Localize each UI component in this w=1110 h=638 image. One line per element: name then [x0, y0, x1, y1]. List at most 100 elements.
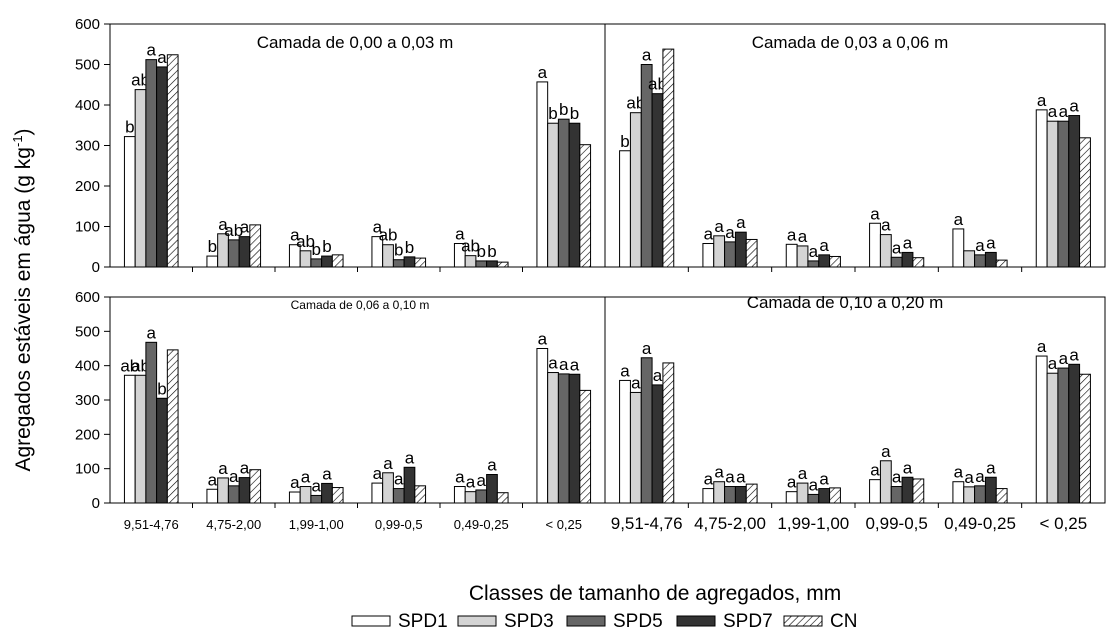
y-tick-label: 500: [75, 323, 100, 340]
bar-spd3-4: [879, 460, 892, 504]
y-tick-label: 0: [92, 495, 100, 512]
bar-spd3-4: [382, 244, 394, 268]
bar-spd1-1: [123, 374, 136, 504]
significance-letter: a: [1069, 97, 1079, 116]
bar-spd1-6: [536, 348, 549, 504]
bar-spd7-4: [403, 466, 416, 504]
bar-spd3-3: [299, 250, 312, 268]
bar-cn-5: [995, 488, 1008, 504]
significance-letter: b: [322, 237, 331, 256]
significance-letter: ab: [131, 356, 150, 375]
bar-cn-5: [496, 261, 509, 268]
legend-swatch-spd3: [457, 615, 497, 627]
panel-frame: [604, 296, 1106, 504]
significance-letter: a: [964, 468, 974, 487]
panel-1: Camada de 0,00 a 0,03 m 0 100 200 300 400 500 6…: [75, 16, 606, 276]
significance-letter: b: [548, 104, 557, 123]
significance-letter: a: [798, 464, 808, 483]
bar-spd5-2: [724, 241, 736, 268]
bar-spd3-3: [299, 486, 312, 504]
significance-letter: a: [1059, 102, 1069, 121]
bar-spd5-3: [310, 258, 323, 268]
significance-letter: a: [819, 236, 829, 255]
bar-spd5-6: [1057, 120, 1070, 268]
bar-spd7-6: [568, 122, 581, 268]
bar-spd5-1: [640, 64, 653, 268]
bar-spd7-3: [818, 254, 831, 268]
significance-letter: a: [975, 467, 985, 486]
bar-spd1-3: [288, 491, 301, 504]
y-tick-label: 400: [75, 97, 100, 114]
significance-letter: a: [975, 236, 985, 255]
significance-letter: a: [394, 470, 404, 489]
bar-spd5-2: [724, 486, 736, 504]
significance-letter: a: [322, 464, 332, 483]
significance-letter: ab: [131, 71, 150, 90]
bar-spd1-1: [619, 379, 631, 504]
bar-spd3-5: [464, 255, 477, 268]
bar-spd5-1: [145, 59, 158, 268]
bar-spd7-6: [1068, 115, 1081, 268]
bar-spd7-5: [984, 476, 997, 504]
bar-spd3-1: [629, 391, 642, 504]
bar-spd1-5: [453, 486, 466, 504]
y-tick-label: 100: [75, 461, 100, 478]
bar-spd3-1: [629, 112, 642, 268]
significance-letter: b: [559, 100, 568, 119]
x-tick-label: 0,99-0,5: [375, 517, 423, 532]
significance-letter: a: [631, 373, 641, 392]
significance-letter: a: [809, 475, 819, 494]
bar-spd7-1: [156, 397, 168, 504]
bar-spd5-6: [557, 373, 570, 504]
panel-title: Camada de 0,03 a 0,06 m: [752, 33, 949, 52]
bar-spd1-4: [371, 482, 384, 504]
significance-letter: a: [903, 233, 913, 252]
bar-cn-1: [166, 54, 179, 268]
bar-spd1-6: [536, 81, 549, 268]
y-axis-label: Agregados estáveis em água (g kg-1): [10, 128, 35, 471]
x-tick-label: 1,99-1,00: [777, 514, 849, 533]
bar-spd1-4: [869, 222, 881, 268]
bar-spd3-6: [1046, 372, 1059, 504]
bar-spd5-5: [475, 489, 488, 504]
bar-spd7-5: [984, 251, 997, 268]
bar-spd7-3: [321, 482, 333, 504]
y-tick-label: 600: [75, 289, 100, 306]
significance-letter: a: [798, 227, 808, 246]
bar-cn-2: [249, 224, 262, 268]
bar-spd3-2: [217, 477, 229, 504]
y-tick-label: 100: [75, 219, 100, 236]
x-tick-label: 0,49-0,25: [944, 514, 1016, 533]
significance-letter: a: [736, 468, 746, 487]
panel-title: Camada de 0,00 a 0,03 m: [257, 33, 454, 52]
panel-3: Camada de 0,06 a 0,10 m 0 100 200 300 400 500 6…: [75, 289, 606, 532]
significance-letter: a: [725, 468, 735, 487]
bar-spd5-3: [807, 260, 820, 268]
bar-spd7-4: [403, 256, 416, 268]
significance-letter: a: [240, 218, 250, 237]
y-tick-label: 300: [75, 138, 100, 155]
significance-letter: b: [394, 241, 403, 260]
significance-letter: a: [405, 448, 415, 467]
bar-spd3-6: [547, 372, 559, 504]
bar-spd7-4: [901, 251, 914, 268]
x-tick-label: 9,51-4,76: [611, 514, 683, 533]
bar-spd1-2: [702, 243, 715, 268]
significance-letter: a: [1037, 337, 1047, 356]
legend-label-spd5: SPD5: [613, 611, 663, 632]
significance-letter: a: [290, 473, 300, 492]
significance-letter: b: [570, 104, 579, 123]
significance-letter: ab: [224, 221, 243, 240]
bar-cn-3: [331, 487, 344, 504]
bar-spd3-5: [963, 486, 976, 504]
bar-cn-4: [912, 478, 925, 504]
bar-spd7-4: [901, 476, 914, 504]
significance-letter: a: [704, 470, 714, 489]
significance-letter: a: [725, 223, 735, 242]
bar-spd5-1: [145, 341, 158, 504]
bar-spd5-6: [1057, 367, 1070, 504]
significance-letter: ab: [120, 356, 139, 375]
bar-spd3-1: [134, 374, 147, 504]
